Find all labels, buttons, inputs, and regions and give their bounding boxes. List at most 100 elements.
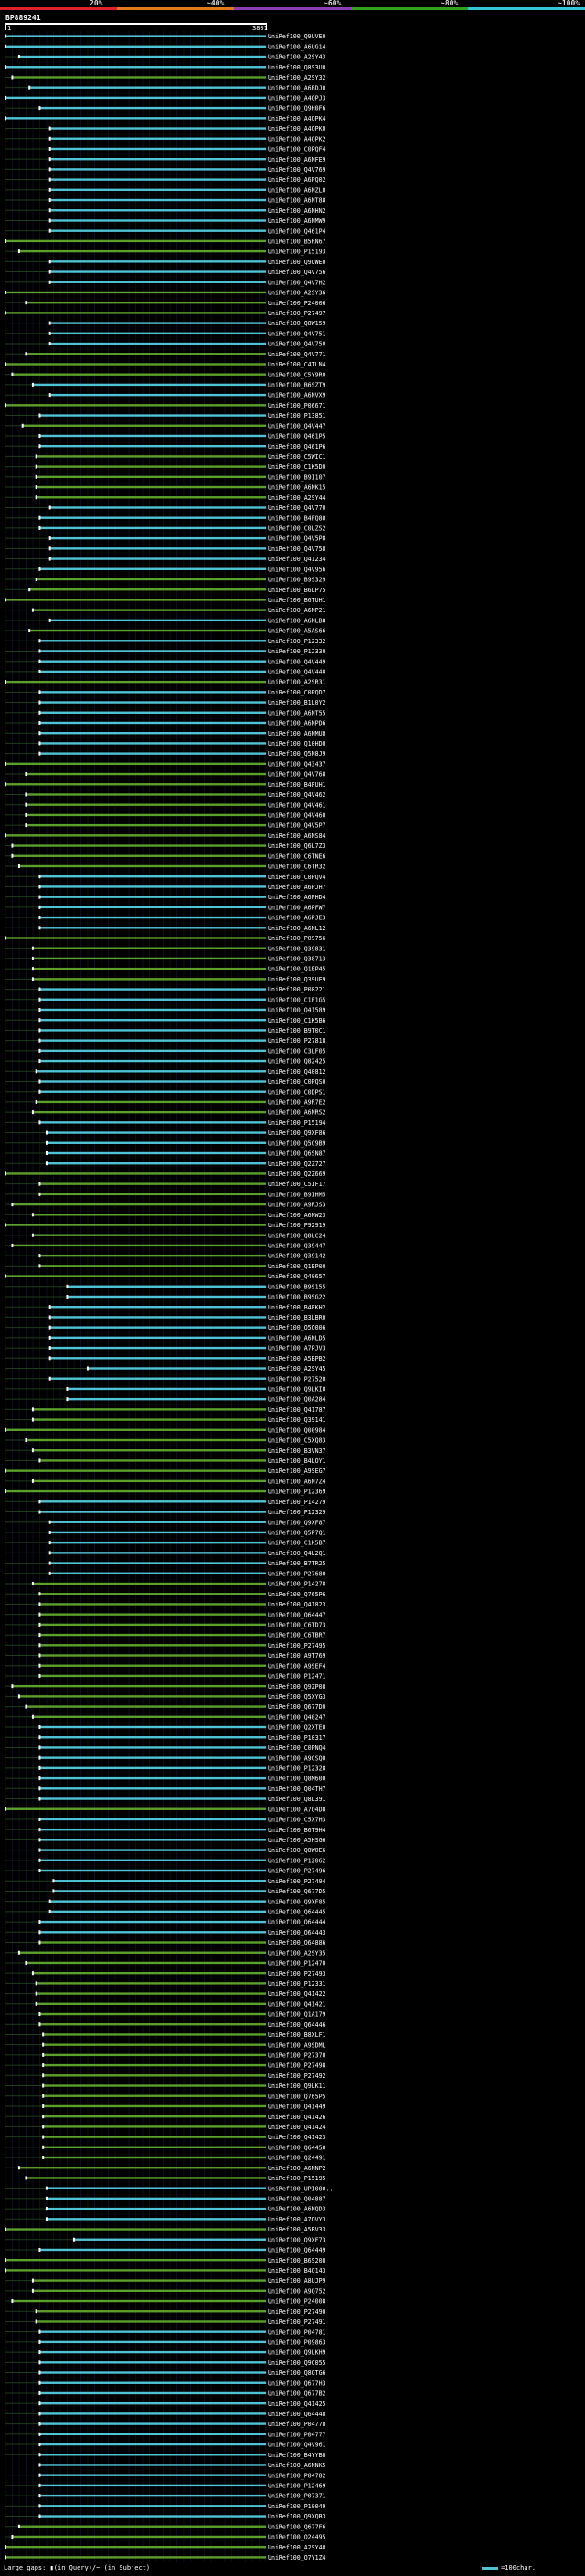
hit-bar[interactable]: [49, 1541, 266, 1544]
hit-label[interactable]: UniRef100_B6TUH1: [268, 597, 326, 604]
hit-label[interactable]: UniRef100_Q64444: [268, 1919, 326, 1926]
hit-label[interactable]: UniRef100_Q677D0: [268, 1703, 326, 1711]
hit-bar[interactable]: [36, 1100, 266, 1104]
hit-label[interactable]: UniRef100_A6NMW9: [268, 217, 326, 225]
hit-bar[interactable]: [49, 1900, 266, 1903]
hit-bar[interactable]: [32, 1449, 266, 1452]
hit-row[interactable]: UniRef100_P04778: [5, 2421, 326, 2428]
hit-label[interactable]: UniRef100_Q41234: [268, 556, 326, 563]
hit-label[interactable]: UniRef100_Q04TH7: [268, 1786, 326, 1793]
hit-bar[interactable]: [18, 2525, 267, 2528]
hit-label[interactable]: UniRef100_P27494: [268, 1878, 326, 1885]
hit-label[interactable]: UniRef100_C6TBR7: [268, 1632, 326, 1639]
hit-row[interactable]: UniRef100_Q5N8J9: [5, 750, 326, 758]
hit-bar[interactable]: [39, 701, 266, 704]
hit-label[interactable]: UniRef100_C3LF05: [268, 1047, 326, 1055]
hit-label[interactable]: UniRef100_B3LBR0: [268, 1314, 326, 1321]
hit-label[interactable]: UniRef100_B4Q143: [268, 2267, 326, 2274]
hit-row[interactable]: UniRef100_Q4L2Q1: [5, 1550, 326, 1557]
hit-bar[interactable]: [39, 2248, 266, 2252]
hit-bar[interactable]: [12, 2299, 267, 2303]
hit-label[interactable]: UniRef100_B9S329: [268, 577, 326, 584]
hit-label[interactable]: UniRef100_Q4V460: [268, 812, 326, 820]
hit-bar[interactable]: [39, 1019, 266, 1022]
hit-label[interactable]: UniRef100_Q82425: [268, 1058, 326, 1065]
hit-bar[interactable]: [39, 2464, 266, 2466]
hit-bar[interactable]: [36, 485, 266, 489]
hit-row[interactable]: UniRef100_B9IHM5: [5, 1191, 326, 1198]
hit-bar[interactable]: [5, 680, 266, 684]
hit-row[interactable]: UniRef100_P15194: [5, 1119, 326, 1127]
hit-label[interactable]: UniRef100_P04777: [268, 2431, 326, 2438]
hit-bar[interactable]: [39, 711, 266, 714]
hit-label[interactable]: UniRef100_Q00984: [268, 1426, 326, 1434]
hit-bar[interactable]: [39, 1613, 266, 1616]
hit-bar[interactable]: [39, 1756, 266, 1759]
hit-row[interactable]: UniRef100_Q2Z669: [5, 1171, 326, 1178]
hit-bar[interactable]: [39, 1029, 266, 1032]
hit-bar[interactable]: [36, 1070, 266, 1073]
hit-row[interactable]: UniRef100_Q2XTE0: [5, 1724, 326, 1732]
hit-row[interactable]: UniRef100_A6NZL0: [5, 186, 326, 194]
hit-label[interactable]: UniRef100_B1L0Y2: [268, 699, 326, 706]
hit-row[interactable]: UniRef100_P04781: [5, 2328, 326, 2336]
hit-bar[interactable]: [49, 332, 266, 335]
hit-label[interactable]: UniRef100_A6NW23: [268, 1212, 326, 1219]
hit-row[interactable]: UniRef100_Q1EP45: [5, 966, 326, 973]
hit-bar[interactable]: [39, 1859, 266, 1862]
hit-bar[interactable]: [12, 1203, 267, 1206]
hit-row[interactable]: UniRef100_P24008: [5, 2298, 326, 2306]
hit-bar[interactable]: [39, 2330, 266, 2333]
hit-label[interactable]: UniRef100_P27492: [268, 2072, 326, 2080]
hit-label[interactable]: UniRef100_Q5Q006: [268, 1324, 326, 1331]
hit-label[interactable]: UniRef100_Q38713: [268, 956, 326, 963]
hit-label[interactable]: UniRef100_P27370: [268, 2051, 326, 2059]
hit-row[interactable]: UniRef100_B5RN67: [5, 238, 326, 245]
hit-label[interactable]: UniRef100_P27497: [268, 310, 326, 317]
hit-bar[interactable]: [39, 1746, 266, 1749]
hit-label[interactable]: UniRef100_A7Q4D8: [268, 1806, 326, 1813]
hit-row[interactable]: UniRef100_P09863: [5, 2338, 326, 2346]
hit-label[interactable]: UniRef100_Q461P6: [268, 443, 326, 451]
hit-label[interactable]: UniRef100_A6NK15: [268, 484, 326, 492]
hit-row[interactable]: UniRef100_Q04TH7: [5, 1786, 326, 1793]
hit-bar[interactable]: [39, 2401, 266, 2405]
hit-bar[interactable]: [39, 1623, 266, 1627]
hit-bar[interactable]: [49, 157, 266, 161]
hit-row[interactable]: UniRef100_Q4V7H2: [5, 279, 326, 286]
hit-bar[interactable]: [49, 127, 266, 130]
hit-bar[interactable]: [36, 2320, 266, 2323]
hit-bar[interactable]: [39, 516, 266, 519]
hit-bar[interactable]: [5, 2258, 266, 2262]
hit-row[interactable]: UniRef100_A7PJV3: [5, 1345, 326, 1352]
hit-label[interactable]: UniRef100_Q4V751: [268, 330, 326, 337]
hit-row[interactable]: UniRef100_A6NT88: [5, 197, 326, 205]
hit-label[interactable]: UniRef100_Q2Z727: [268, 1161, 326, 1168]
hit-row[interactable]: UniRef100_P24006: [5, 300, 326, 307]
hit-label[interactable]: UniRef100_A9T769: [268, 1652, 326, 1659]
hit-label[interactable]: UniRef100_C1K5B7: [268, 1540, 326, 1547]
hit-row[interactable]: UniRef100_B7TR25: [5, 1560, 326, 1567]
hit-bar[interactable]: [49, 188, 266, 192]
hit-bar[interactable]: [49, 229, 266, 232]
hit-label[interactable]: UniRef100_Q64886: [268, 1939, 326, 1946]
hit-row[interactable]: UniRef100_C0PQV4: [5, 874, 326, 881]
hit-label[interactable]: UniRef100_P10049: [268, 2503, 326, 2510]
hit-row[interactable]: UniRef100_A7QVY3: [5, 2216, 326, 2223]
hit-bar[interactable]: [39, 434, 266, 438]
hit-bar[interactable]: [46, 1151, 266, 1155]
hit-label[interactable]: UniRef100_Q1A179: [268, 2011, 326, 2019]
hit-row[interactable]: UniRef100_P14279: [5, 1499, 326, 1506]
hit-row[interactable]: UniRef100_Q4V448: [5, 669, 326, 676]
hit-row[interactable]: UniRef100_Q4V461: [5, 801, 326, 809]
hit-label[interactable]: UniRef100_Q04887: [268, 2195, 326, 2202]
hit-row[interactable]: UniRef100_A6NMW9: [5, 217, 326, 225]
hit-bar[interactable]: [43, 2125, 266, 2128]
hit-bar[interactable]: [36, 455, 266, 458]
hit-label[interactable]: UniRef100_Q8S3U0: [268, 64, 326, 71]
hit-label[interactable]: UniRef100_A8UJP9: [268, 2277, 326, 2284]
hit-bar[interactable]: [39, 1603, 266, 1606]
hit-row[interactable]: UniRef100_C0PQF4: [5, 146, 326, 154]
hit-bar[interactable]: [39, 1049, 266, 1053]
hit-label[interactable]: UniRef100_A6NLB8: [268, 617, 326, 624]
